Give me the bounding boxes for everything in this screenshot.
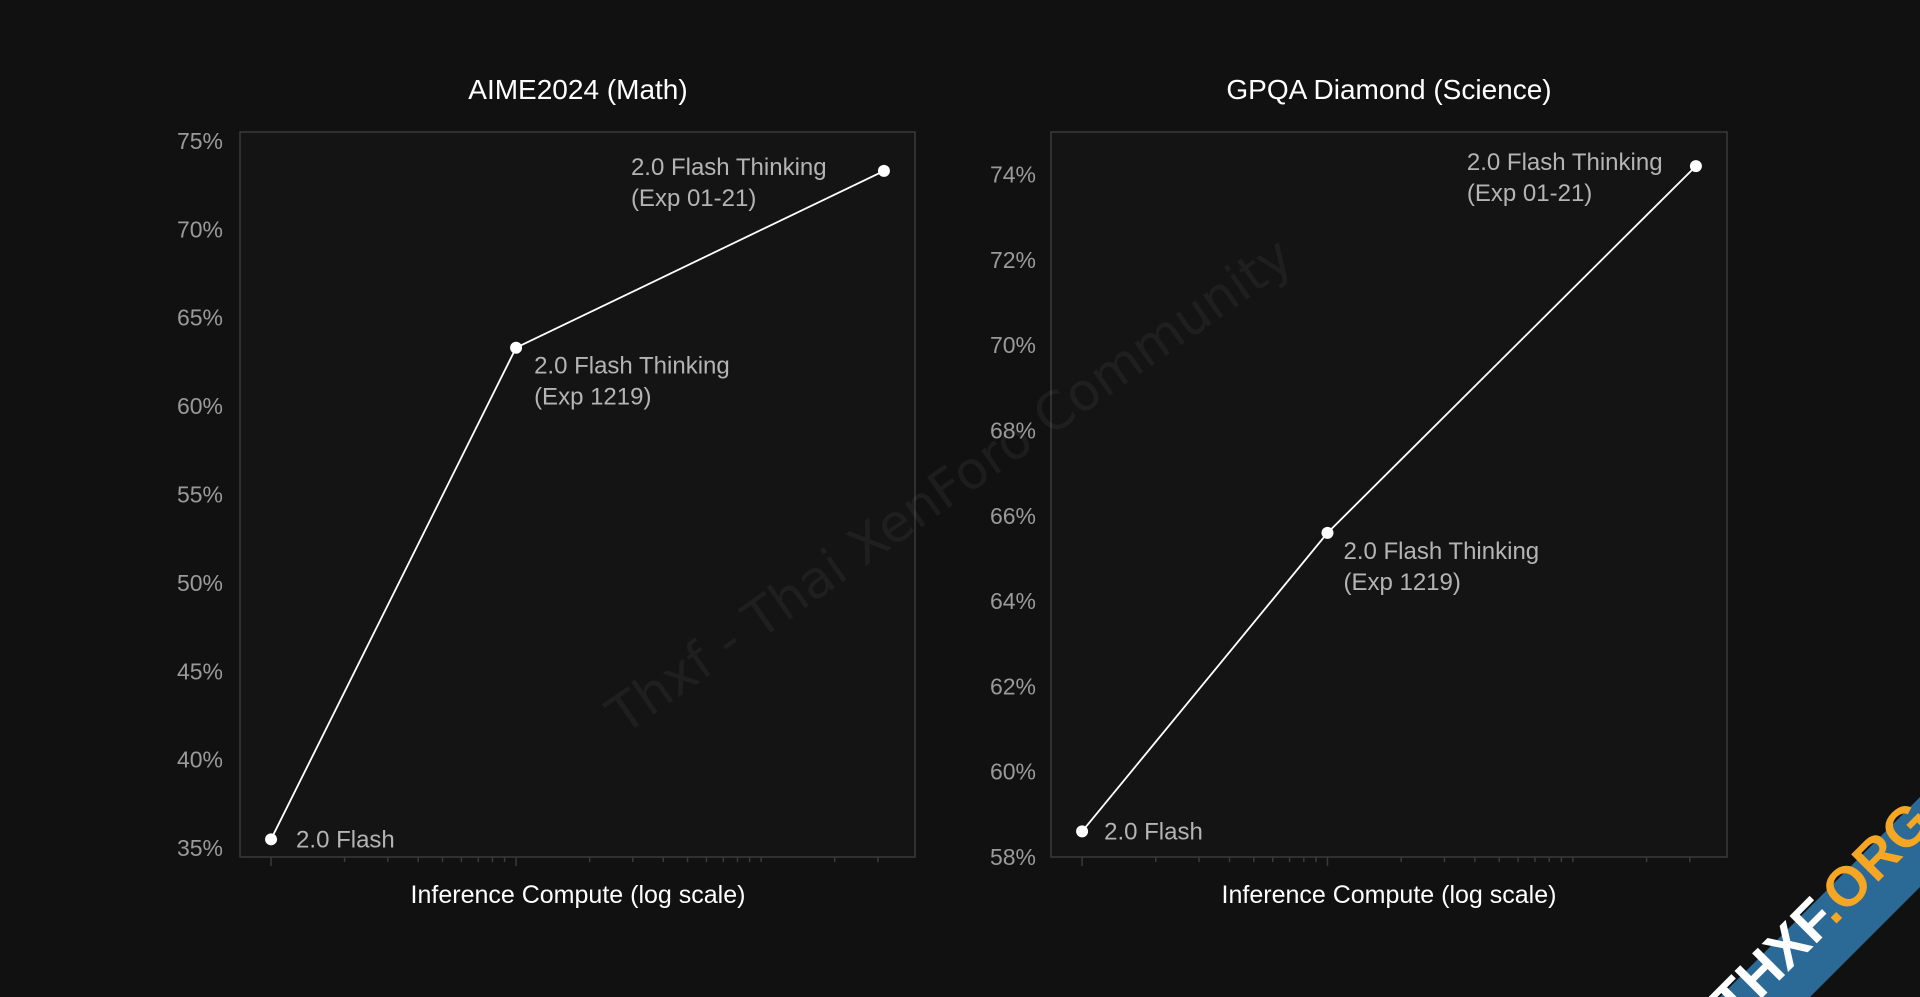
point-label: 2.0 Flash Thinking [1343,538,1539,565]
plot-frame [1050,131,1728,858]
data-point [265,833,278,846]
point-label: 2.0 Flash Thinking [631,154,827,181]
y-tick-label: 55% [177,482,223,508]
data-point [1689,160,1702,173]
x-axis-label: Inference Compute (log scale) [411,881,746,909]
y-tick-label: 60% [177,393,223,419]
y-tick-label: 58% [990,844,1036,870]
chart-title: AIME2024 (Math) [468,74,687,105]
point-label: 2.0 Flash Thinking [1467,149,1663,176]
point-label: 2.0 Flash Thinking [534,353,730,380]
y-tick-label: 66% [990,503,1036,529]
y-tick-label: 74% [990,162,1036,188]
y-tick-label: 72% [990,247,1036,273]
data-point [510,341,523,354]
point-label: 2.0 Flash [296,826,395,853]
y-tick-label: 40% [177,747,223,773]
x-axis-label: Inference Compute (log scale) [1222,881,1557,909]
y-tick-label: 68% [990,418,1036,444]
gpqa-chart: GPQA Diamond (Science) 58% 60% 62% 64% 66% 68%… [990,74,1728,909]
data-point [877,164,890,177]
y-tick-label: 60% [990,759,1036,785]
y-tick-label: 70% [990,332,1036,358]
point-label: 2.0 Flash [1104,818,1203,845]
point-label: (Exp 01-21) [1467,180,1592,207]
chart-title: GPQA Diamond (Science) [1226,74,1551,105]
y-tick-label: 50% [177,570,223,596]
data-point [1076,825,1089,838]
data-point [1321,526,1334,539]
point-label: (Exp 01-21) [631,185,756,212]
y-tick-label: 64% [990,588,1036,614]
y-tick-label: 70% [177,216,223,242]
y-tick-label: 62% [990,673,1036,699]
y-tick-label: 75% [177,128,223,154]
corner-badge: THXF.ORG [1620,697,1920,997]
y-tick-label: 35% [177,835,223,861]
y-tick-label: 45% [177,658,223,684]
point-label: (Exp 1219) [534,384,651,411]
point-label: (Exp 1219) [1343,569,1460,596]
aime-chart: AIME2024 (Math) 35% 40% 45% 50% 55% 60% 65% 70% 7… [177,74,916,909]
plot-frame [239,131,916,858]
y-tick-label: 65% [177,305,223,331]
ribbon-band [1720,797,1920,997]
